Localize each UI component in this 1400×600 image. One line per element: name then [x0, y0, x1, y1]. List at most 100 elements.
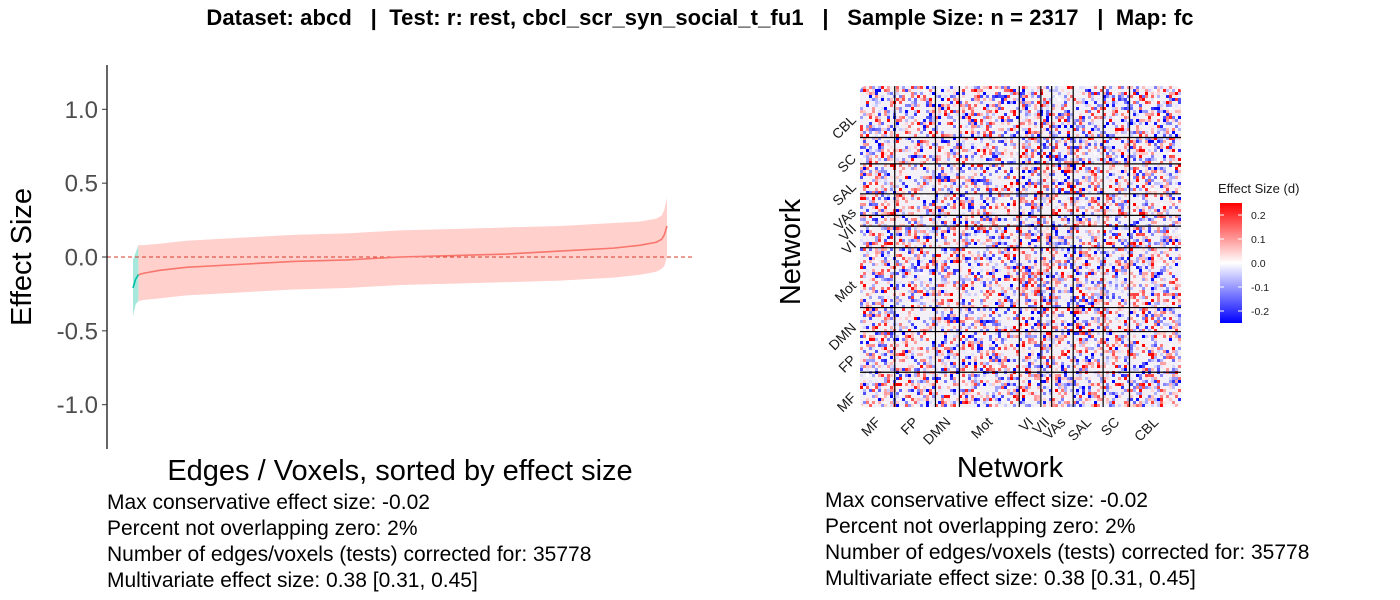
heatmap-cell: [980, 260, 983, 263]
heatmap-cell: [998, 152, 1001, 155]
heatmap-cell: [1064, 287, 1067, 290]
heatmap-cell: [965, 125, 968, 128]
heatmap-cell: [1160, 110, 1163, 113]
heatmap-cell: [992, 248, 995, 251]
heatmap-cell: [1025, 212, 1028, 215]
heatmap-cell: [1022, 98, 1025, 101]
heatmap-cell: [1091, 134, 1094, 137]
heatmap-cell: [959, 236, 962, 239]
heatmap-cell: [1136, 128, 1139, 131]
heatmap-cell: [962, 104, 965, 107]
heatmap-cell: [1121, 92, 1124, 95]
heatmap-cell: [1001, 92, 1004, 95]
heatmap-cell: [1019, 161, 1022, 164]
heatmap-cell: [935, 311, 938, 314]
heatmap-cell: [887, 275, 890, 278]
heatmap-cell: [863, 224, 866, 227]
heatmap-cell: [977, 332, 980, 335]
heatmap-cell: [1004, 113, 1007, 116]
heatmap-cell: [1166, 251, 1169, 254]
heatmap-cell: [1022, 161, 1025, 164]
heatmap-cell: [974, 305, 977, 308]
heatmap-cell: [998, 269, 1001, 272]
heatmap-cell: [1160, 263, 1163, 266]
heatmap-cell: [962, 230, 965, 233]
heatmap-cell: [1172, 308, 1175, 311]
heatmap-cell: [920, 215, 923, 218]
heatmap-cell: [959, 107, 962, 110]
heatmap-cell: [1025, 107, 1028, 110]
heatmap-cell: [917, 248, 920, 251]
heatmap-cell: [929, 218, 932, 221]
heatmap-cell: [974, 152, 977, 155]
heatmap-cell: [911, 308, 914, 311]
heatmap-cell: [998, 293, 1001, 296]
heatmap-cell: [989, 308, 992, 311]
heatmap-cell: [1118, 98, 1121, 101]
heatmap-cell: [989, 293, 992, 296]
heatmap-cell: [1055, 128, 1058, 131]
heatmap-cell: [1163, 209, 1166, 212]
heatmap-cell: [1085, 110, 1088, 113]
heatmap-cell: [881, 152, 884, 155]
heatmap-cell: [1088, 293, 1091, 296]
heatmap-cell: [935, 320, 938, 323]
heatmap-cell: [896, 254, 899, 257]
heatmap-cell: [881, 233, 884, 236]
heatmap-cell: [1175, 296, 1178, 299]
heatmap-cell: [1145, 224, 1148, 227]
heatmap-cell: [1052, 287, 1055, 290]
heatmap-cell: [992, 140, 995, 143]
heatmap-cell: [1103, 338, 1106, 341]
heatmap-cell: [1142, 275, 1145, 278]
heatmap-cell: [917, 263, 920, 266]
heatmap-cell: [1037, 146, 1040, 149]
heatmap-cell: [1094, 239, 1097, 242]
heatmap-cell: [914, 218, 917, 221]
heatmap-cell: [989, 284, 992, 287]
heatmap-cell: [884, 311, 887, 314]
heatmap-cell: [968, 326, 971, 329]
heatmap-cell: [1130, 263, 1133, 266]
heatmap-cell: [1094, 245, 1097, 248]
heatmap-cell: [1133, 131, 1136, 134]
heatmap-cell: [878, 209, 881, 212]
heatmap-cell: [1043, 122, 1046, 125]
heatmap-cell: [911, 245, 914, 248]
heatmap-cell: [971, 323, 974, 326]
heatmap-cell: [1178, 116, 1181, 119]
heatmap-cell: [1109, 164, 1112, 167]
x-axis-title: Edges / Voxels, sorted by effect size: [167, 455, 632, 487]
heatmap-cell: [941, 140, 944, 143]
heatmap-cell: [1049, 155, 1052, 158]
heatmap-cell: [932, 155, 935, 158]
heatmap-cell: [986, 128, 989, 131]
heatmap-cell: [878, 131, 881, 134]
heatmap-cell: [881, 275, 884, 278]
heatmap-cell: [1115, 263, 1118, 266]
heatmap-cell: [1007, 203, 1010, 206]
heatmap-cell: [998, 341, 1001, 344]
heatmap-cell: [1163, 323, 1166, 326]
heatmap-cell: [866, 344, 869, 347]
heatmap-cell: [1058, 320, 1061, 323]
heatmap-cell: [941, 233, 944, 236]
heatmap-cell: [920, 176, 923, 179]
heatmap-cell: [863, 272, 866, 275]
heatmap-cell: [1034, 341, 1037, 344]
heatmap-cell: [872, 323, 875, 326]
heatmap-cell: [1016, 152, 1019, 155]
heatmap-cell: [941, 221, 944, 224]
heatmap-cell: [992, 245, 995, 248]
heatmap-cell: [941, 278, 944, 281]
heatmap-cell: [1070, 200, 1073, 203]
heatmap-cell: [905, 161, 908, 164]
heatmap-cell: [986, 305, 989, 308]
heatmap-cell: [1004, 194, 1007, 197]
heatmap-cell: [896, 296, 899, 299]
heatmap-cell: [950, 182, 953, 185]
heatmap-cell: [1007, 86, 1010, 89]
heatmap-cell: [1115, 215, 1118, 218]
heatmap-cell: [1091, 131, 1094, 134]
heatmap-cell: [1064, 158, 1067, 161]
